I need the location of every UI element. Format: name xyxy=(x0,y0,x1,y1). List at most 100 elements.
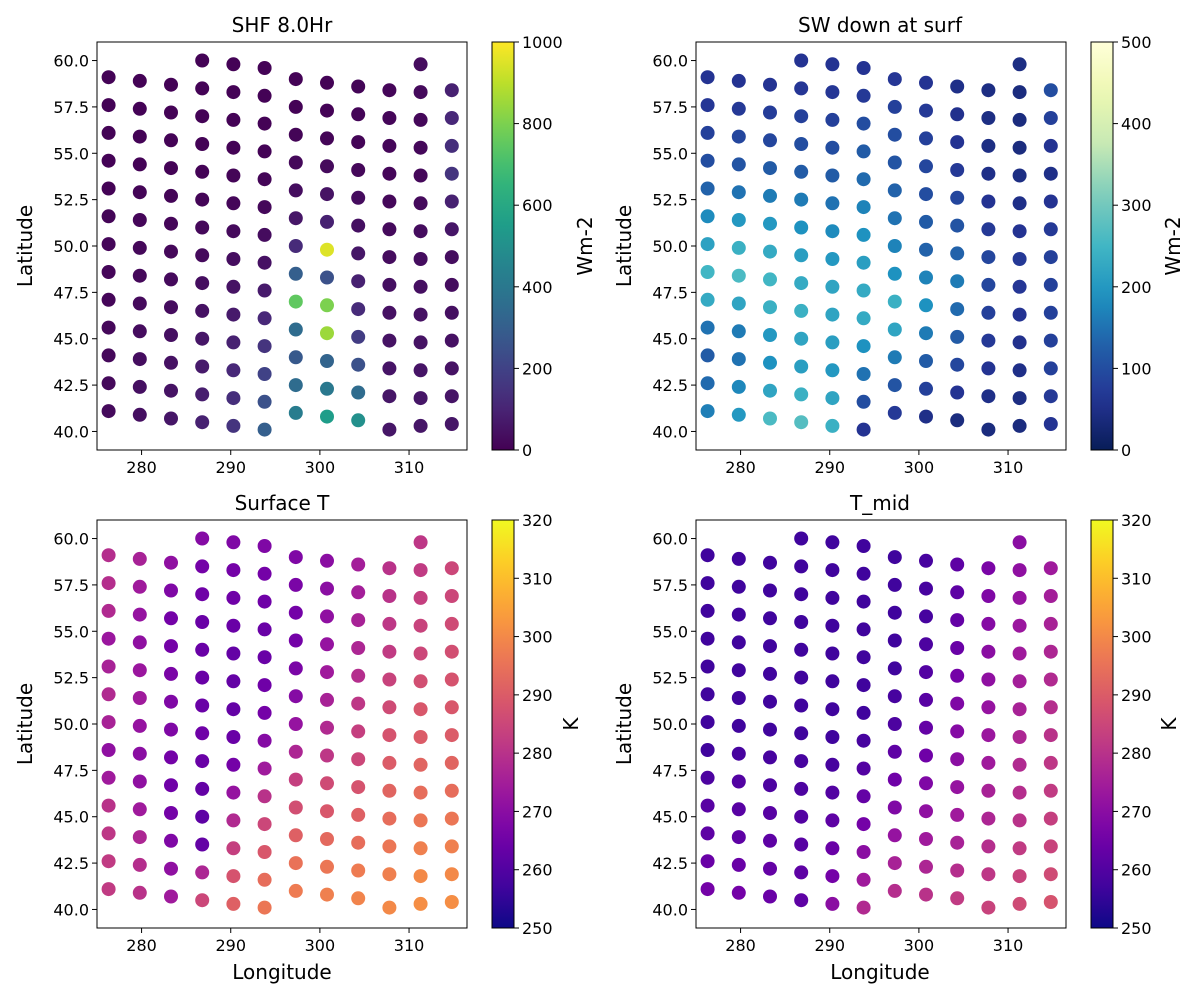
data-point xyxy=(950,329,965,344)
data-point xyxy=(444,839,459,854)
data-point xyxy=(351,557,366,572)
data-point xyxy=(950,79,965,94)
colorbar-tick-label: 270 xyxy=(1121,802,1152,821)
data-point xyxy=(195,726,210,741)
scatter-points xyxy=(700,531,1058,915)
data-point xyxy=(413,590,428,605)
data-point xyxy=(288,239,303,253)
data-point xyxy=(351,835,366,850)
data-point xyxy=(288,183,303,198)
data-point xyxy=(794,754,809,769)
data-point xyxy=(351,79,366,94)
data-point xyxy=(164,216,178,231)
colorbar xyxy=(491,519,515,929)
data-point xyxy=(1012,813,1027,828)
data-point xyxy=(382,755,397,770)
data-point xyxy=(856,761,871,776)
data-point xyxy=(288,577,303,592)
data-point xyxy=(1012,618,1027,633)
data-point xyxy=(731,185,746,200)
data-point xyxy=(226,196,241,211)
data-point xyxy=(763,272,777,287)
data-point xyxy=(257,789,272,804)
data-point xyxy=(413,112,428,127)
data-point xyxy=(164,328,178,342)
data-point xyxy=(413,252,428,266)
data-point xyxy=(164,272,178,287)
data-point xyxy=(887,350,902,365)
data-point xyxy=(101,798,116,813)
data-point xyxy=(856,255,871,270)
data-point xyxy=(731,240,746,255)
data-point xyxy=(1043,728,1058,743)
data-point xyxy=(444,589,459,603)
data-point xyxy=(444,389,459,404)
data-point xyxy=(1043,305,1058,320)
colorbar-tick-label: 320 xyxy=(522,511,553,530)
x-axis-label: Longitude xyxy=(232,960,331,984)
data-point xyxy=(413,563,428,578)
data-point xyxy=(320,748,334,763)
data-point xyxy=(226,785,241,800)
data-point xyxy=(763,133,777,148)
data-point xyxy=(731,885,746,900)
data-point xyxy=(700,153,715,168)
data-point xyxy=(763,694,777,709)
data-point xyxy=(164,889,178,904)
data-point xyxy=(981,672,996,687)
x-tick-label: 290 xyxy=(215,458,246,477)
data-point xyxy=(288,127,303,142)
data-point xyxy=(887,828,902,843)
data-point xyxy=(887,266,902,281)
data-point xyxy=(1012,196,1027,211)
data-point xyxy=(132,774,147,789)
data-point xyxy=(763,328,777,342)
data-point xyxy=(320,776,334,791)
data-point xyxy=(164,666,178,681)
x-tick-label: 310 xyxy=(993,936,1024,955)
data-point xyxy=(226,168,241,183)
data-point xyxy=(1043,83,1058,98)
data-point xyxy=(257,733,272,748)
data-point xyxy=(794,809,809,824)
data-point xyxy=(856,311,871,326)
colorbar-tick-label: 250 xyxy=(522,919,553,938)
data-point xyxy=(132,830,147,845)
data-point xyxy=(101,153,116,168)
data-point xyxy=(700,237,715,252)
data-point xyxy=(444,672,459,687)
y-tick-label: 42.5 xyxy=(652,854,688,873)
data-point xyxy=(195,415,210,430)
data-point xyxy=(731,296,746,311)
data-point xyxy=(981,305,996,320)
data-point xyxy=(351,190,366,205)
data-point xyxy=(101,320,116,335)
data-point xyxy=(887,605,902,620)
data-point xyxy=(164,806,178,820)
data-point xyxy=(763,105,777,120)
data-point xyxy=(1043,644,1058,659)
data-point xyxy=(195,893,210,908)
data-point xyxy=(731,718,746,733)
data-point xyxy=(444,305,459,320)
data-point xyxy=(887,633,902,648)
y-tick-label: 55.0 xyxy=(652,144,688,163)
data-point xyxy=(856,872,871,887)
data-point xyxy=(288,633,303,648)
data-point xyxy=(382,277,397,292)
data-point xyxy=(763,355,777,370)
data-point xyxy=(981,194,996,209)
data-point xyxy=(700,265,715,279)
data-point xyxy=(382,166,397,181)
data-point xyxy=(981,361,996,376)
data-point xyxy=(413,674,428,689)
data-point xyxy=(919,665,933,680)
data-point xyxy=(101,70,116,85)
data-point xyxy=(1043,783,1058,798)
data-point xyxy=(132,268,147,283)
data-point xyxy=(226,618,241,633)
data-point xyxy=(794,109,809,124)
data-point xyxy=(195,615,210,629)
data-point xyxy=(700,743,715,757)
data-point xyxy=(794,415,809,430)
